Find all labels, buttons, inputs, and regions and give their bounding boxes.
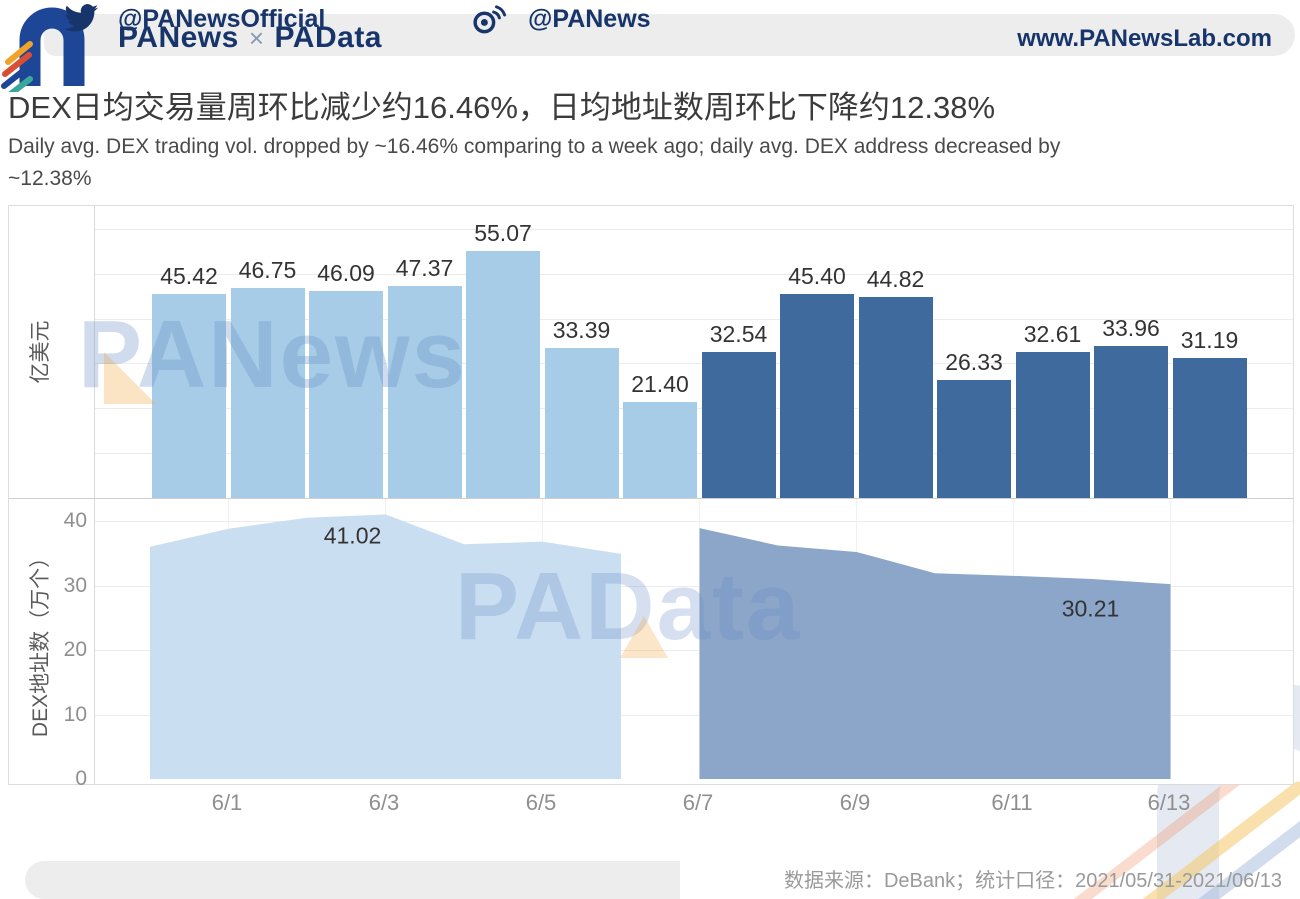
- bar-value-label: 45.42: [160, 263, 218, 290]
- bar: [309, 291, 383, 498]
- brand-padata: PAData: [274, 21, 382, 54]
- y-axis-tick: 20: [63, 638, 87, 661]
- x-axis-tick: 6/11: [991, 790, 1033, 815]
- gridline: [95, 714, 1293, 716]
- brand-text: PANews × PAData: [118, 21, 382, 55]
- gridline: [95, 363, 1293, 365]
- area-value-label: 30.21: [1061, 595, 1120, 622]
- data-source-note: 数据来源：DeBank；统计口径：2021/05/31-2021/06/13: [783, 870, 1282, 892]
- x-axis-tick: 6/7: [682, 790, 714, 815]
- header-bar: [44, 14, 1295, 56]
- bar-value-label: 32.54: [709, 321, 768, 348]
- bar: [387, 285, 462, 498]
- brand-panews: PANews: [118, 21, 239, 54]
- area-value-label: 41.02: [323, 522, 382, 549]
- gridline: [95, 521, 1293, 522]
- twitter-icon: [64, 4, 99, 32]
- bar: [466, 251, 540, 498]
- bar: [1172, 358, 1247, 498]
- brand-separator: ×: [248, 23, 265, 53]
- area-week2: [699, 528, 1171, 779]
- page-subtitle: Daily avg. DEX trading vol. dropped by ~…: [8, 135, 1061, 190]
- gridline: [95, 585, 1293, 587]
- bar: [623, 402, 697, 498]
- bar-value-label: 31.19: [1180, 327, 1239, 354]
- bar: [230, 288, 305, 498]
- x-axis-tick: 6/5: [525, 790, 557, 815]
- y-axis-tick: 0: [75, 767, 87, 790]
- footer-bar: [25, 861, 680, 899]
- gridline: [95, 318, 1293, 320]
- gridline: [95, 650, 1293, 651]
- x-axis-tick: 6/9: [839, 790, 871, 815]
- x-axis-tick: 6/1: [211, 790, 243, 815]
- bar: [544, 348, 619, 498]
- website-link[interactable]: www.PANewsLab.com: [1017, 25, 1272, 52]
- bar-value-label: 21.40: [631, 371, 689, 398]
- weibo-handle[interactable]: @PANews: [528, 5, 651, 33]
- gridline: [95, 228, 1293, 230]
- bar: [1015, 351, 1090, 498]
- area-week1: [150, 514, 621, 779]
- bar: [780, 294, 854, 498]
- bar-value-label: 46.75: [238, 257, 297, 284]
- x-axis-labels: 6/1 6/3 6/5 6/7 6/9 6/11 6/13: [0, 790, 1300, 824]
- bar: [1094, 345, 1168, 498]
- chart-block: 亿美元 DEX地址数（万个） 0 10 20 30 40 45.42 46.75 46.09 4…: [8, 205, 1294, 790]
- bar-value-label: 44.82: [866, 265, 925, 292]
- bar-value-label: 26.33: [945, 348, 1003, 375]
- x-axis-tick: 6/13: [1147, 790, 1191, 815]
- y-axis-tick: 40: [63, 509, 87, 532]
- y-axis-line: [94, 206, 95, 784]
- chart-divider-line: [9, 498, 1293, 499]
- bar-value-label: 32.61: [1023, 320, 1082, 347]
- gridline: [95, 273, 1293, 275]
- weibo-icon: [473, 5, 507, 34]
- area-chart-layer: [150, 514, 1171, 779]
- bar-value-label: 47.37: [395, 254, 454, 281]
- y-axis-tick: 30: [63, 573, 87, 597]
- bar-value-label: 33.96: [1102, 314, 1160, 341]
- panews-logo-icon: [1, 7, 85, 92]
- bar-value-label: 33.39: [552, 317, 611, 344]
- page-title: DEX日均交易量周环比减少约16.46%，日均地址数周环比下降约12.38%: [8, 90, 996, 125]
- bar: [937, 379, 1011, 498]
- bar-value-label: 55.07: [474, 220, 532, 246]
- x-axis-tick: 6/3: [368, 790, 400, 815]
- y-axis-tick: 10: [63, 702, 87, 726]
- bar-value-label: 45.40: [788, 263, 846, 290]
- bar-value-label: 46.09: [317, 260, 375, 287]
- twitter-handle[interactable]: @PANewsOfficial: [118, 5, 326, 33]
- bar: [858, 296, 933, 498]
- bar: [701, 352, 776, 498]
- bar: [152, 294, 226, 498]
